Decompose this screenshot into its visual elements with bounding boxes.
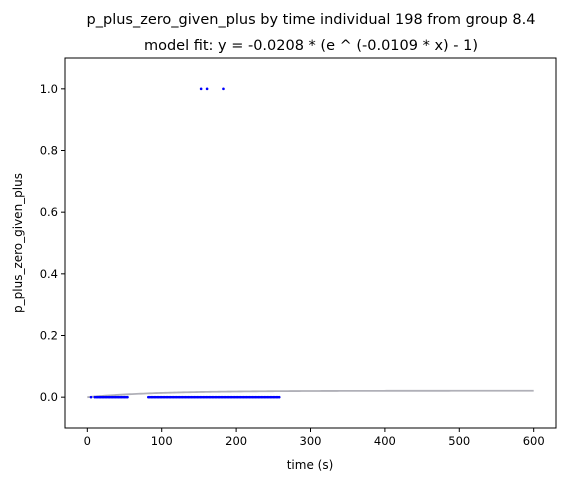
x-tick-label: 600 <box>523 434 545 448</box>
y-tick-label: 0.2 <box>40 329 58 343</box>
y-tick-label: 1.0 <box>40 82 58 96</box>
x-tick-label: 500 <box>448 434 470 448</box>
plot-area <box>65 58 556 428</box>
data-point <box>200 88 203 91</box>
data-point <box>278 396 281 399</box>
data-point <box>222 88 225 91</box>
y-tick-label: 0.0 <box>40 390 58 404</box>
y-tick-label: 0.4 <box>40 267 58 281</box>
x-axis-label: time (s) <box>287 458 334 472</box>
x-tick-label: 100 <box>151 434 173 448</box>
x-tick-label: 400 <box>374 434 396 448</box>
data-point <box>126 396 129 399</box>
y-axis-label: p_plus_zero_given_plus <box>11 173 25 313</box>
y-tick-label: 0.8 <box>40 144 58 158</box>
data-point <box>90 396 93 399</box>
chart-title: p_plus_zero_given_plus by time individua… <box>87 12 536 28</box>
y-tick-label: 0.6 <box>40 205 58 219</box>
x-tick-label: 0 <box>84 434 91 448</box>
x-tick-label: 300 <box>300 434 322 448</box>
chart-subtitle: model fit: y = -0.0208 * (e ^ (-0.0109 *… <box>144 38 478 54</box>
data-point <box>206 88 209 91</box>
x-tick-label: 200 <box>225 434 247 448</box>
